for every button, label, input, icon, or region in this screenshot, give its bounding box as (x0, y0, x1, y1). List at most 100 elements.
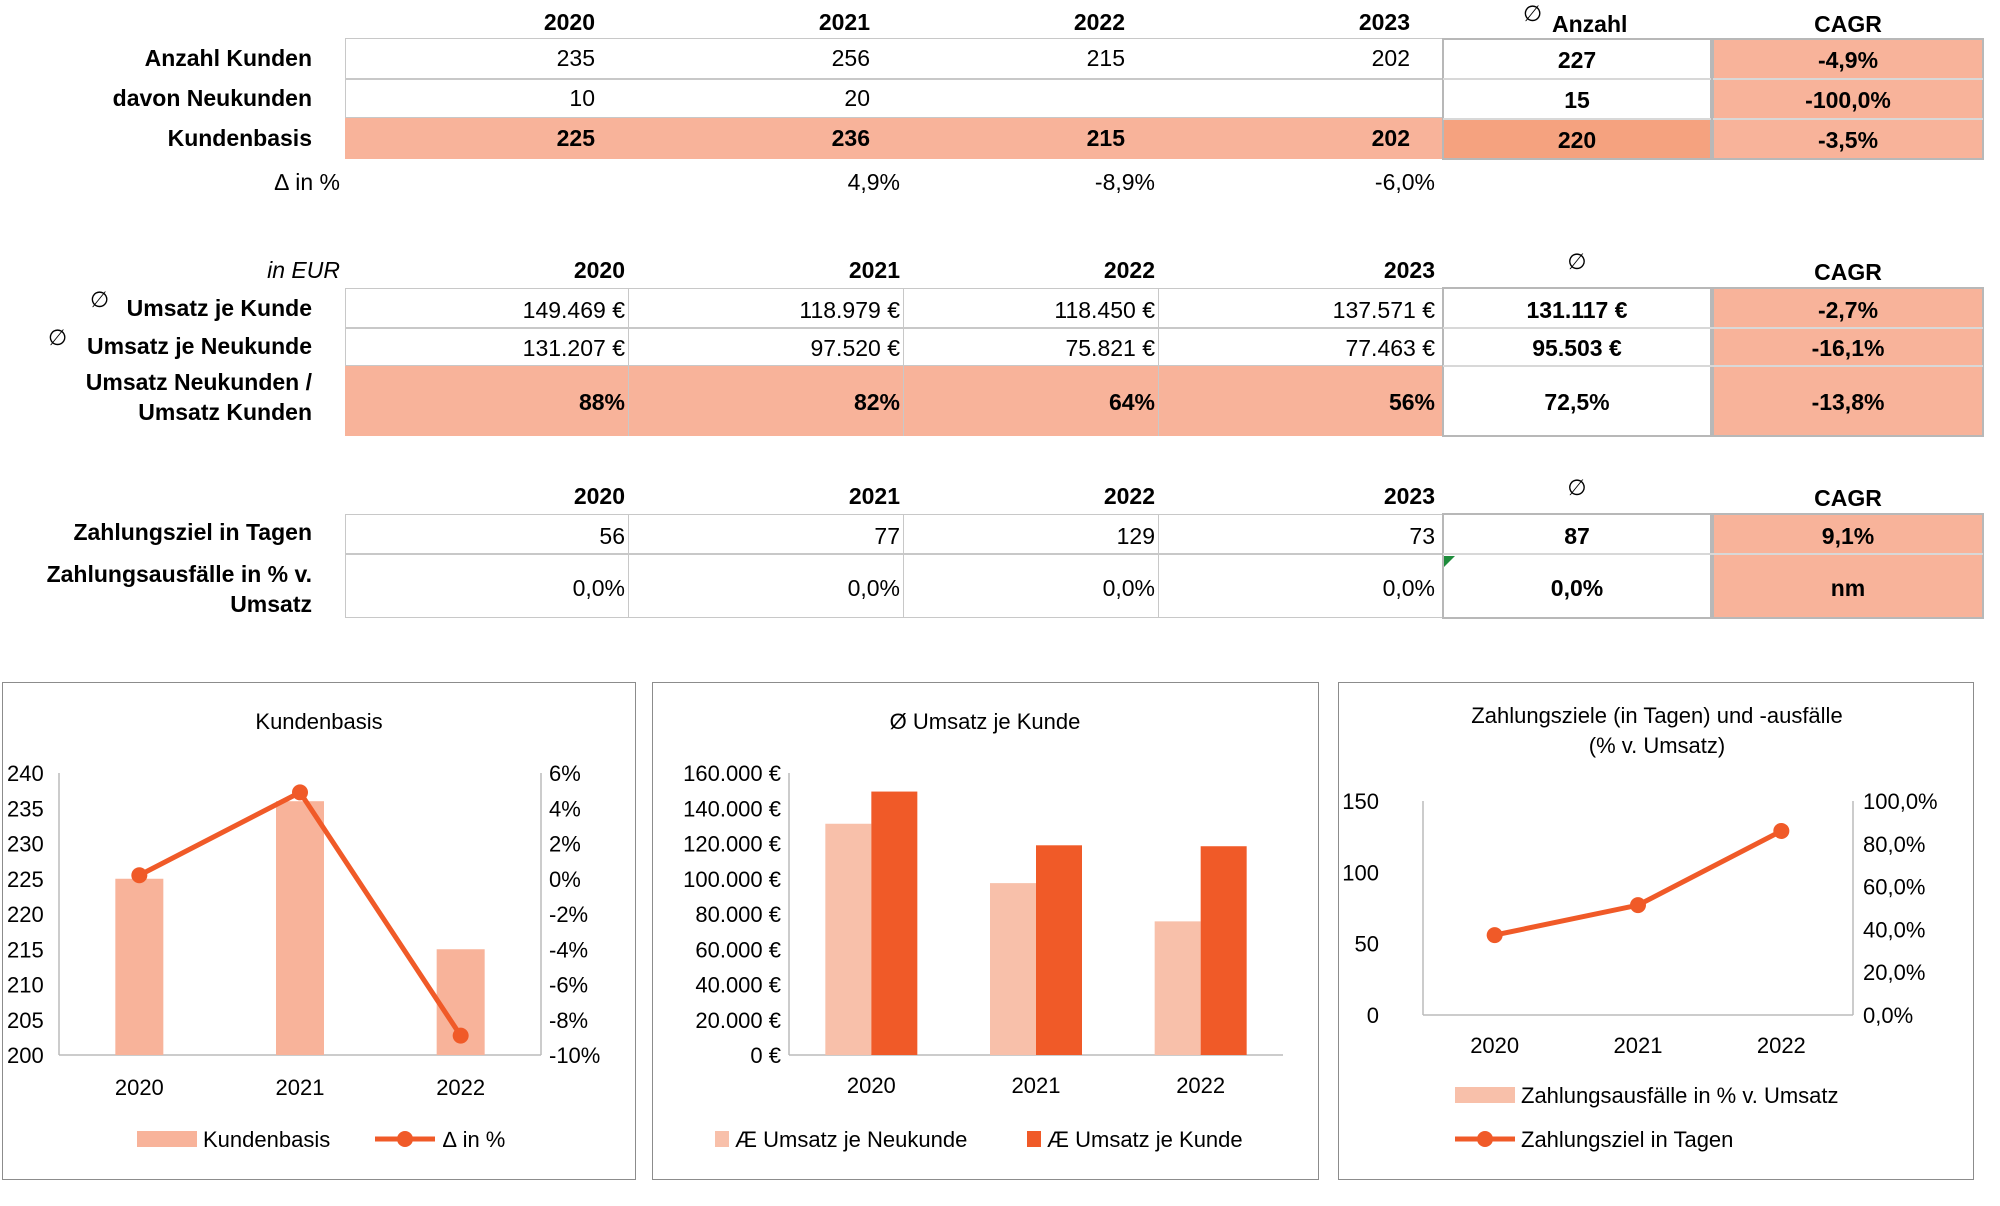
cagr-cell: -100,0% (1805, 87, 1891, 113)
value-cell: 118.450 € (1054, 297, 1155, 323)
chart-panel-kundenbasis[interactable]: Kundenbasis 240 235 230 225 220 215 210 205 200 6%… (2, 682, 636, 1180)
cagr-header: CAGR (1814, 11, 1882, 37)
row-label: Umsatz Neukunden / (85, 369, 312, 395)
cagr-cell: -4,9% (1817, 47, 1879, 73)
x-tick-label: 2020 (1470, 1033, 1519, 1058)
y-tick-label: 0 € (750, 1043, 781, 1068)
cagr-cell: nm (1830, 575, 1866, 601)
cagr-header: CAGR (1814, 259, 1882, 285)
row-label: Zahlungsziel in Tagen (73, 519, 312, 545)
y-tick-label-left: 50 (1355, 932, 1379, 957)
y-tick-label-right: 20,0% (1863, 960, 1925, 985)
value-cell: 0,0% (572, 575, 625, 601)
point-zahlungsziel (1630, 897, 1646, 914)
y-tick-label-left: 220 (7, 902, 44, 927)
y-tick-label-left: 215 (7, 937, 44, 962)
cagr-cell: 9,1% (1821, 523, 1875, 549)
y-tick-label-right: -6% (549, 973, 588, 998)
cagr-column-box[interactable] (1712, 287, 1984, 437)
value-cell: 88% (578, 389, 625, 415)
diameter-icon: ∅ (1567, 249, 1587, 274)
value-cell: 77 (874, 523, 900, 549)
avg-cell: 131.117 € (1526, 297, 1628, 323)
value-cell: 56% (1388, 389, 1435, 415)
value-cell: 75.821 € (1065, 335, 1155, 361)
value-cell: 137.571 € (1332, 297, 1435, 323)
cagr-column-box[interactable] (1712, 513, 1984, 619)
year-header: 2022 (1073, 9, 1125, 35)
row-label: Zahlungsausfälle in % v. (46, 561, 312, 587)
x-tick-label: 2022 (1176, 1073, 1225, 1098)
value-cell: 118.979 € (799, 297, 900, 323)
bar-umsatz-neukunde (1154, 921, 1201, 1055)
value-cell: 236 (831, 125, 870, 151)
avg-column-box[interactable] (1442, 287, 1712, 437)
cagr-column-box[interactable] (1712, 38, 1984, 160)
y-tick-label-right: 60,0% (1863, 875, 1925, 900)
divider (903, 514, 904, 618)
year-header: 2023 (1358, 9, 1410, 35)
cagr-cell: -2,7% (1817, 297, 1879, 323)
cagr-column-highlight (1713, 38, 1983, 159)
cagr-cell: -13,8% (1811, 389, 1885, 415)
avg-count-header: Anzahl (1552, 11, 1628, 37)
y-tick-label: 80.000 € (695, 902, 781, 927)
divider (903, 288, 904, 436)
divider (1713, 118, 1983, 120)
y-tick-label: 140.000 € (683, 796, 781, 821)
legend-swatch-neukunde (715, 1131, 729, 1147)
value-cell: 0,0% (1382, 575, 1435, 601)
legend-label: Æ Umsatz je Kunde (1047, 1127, 1243, 1152)
value-cell: 0,0% (1102, 575, 1155, 601)
x-tick-label: 2021 (1012, 1073, 1061, 1098)
chart-title: Ø Umsatz je Kunde (890, 709, 1081, 734)
x-tick-label: 2021 (1614, 1033, 1663, 1058)
legend-swatch-bar (137, 1131, 197, 1147)
year-header: 2021 (848, 483, 900, 509)
value-cell: 149.469 € (522, 297, 625, 323)
divider (1443, 365, 1983, 367)
avg-column-box[interactable] (1442, 38, 1712, 160)
y-tick-label-right: 0% (549, 867, 581, 892)
chart-panel-zahlungsziele[interactable]: Zahlungsziele (in Tagen) und -ausfälle (%… (1338, 682, 1974, 1180)
kundenbasis-row-highlight (345, 118, 1443, 159)
divider (1443, 327, 1983, 329)
diameter-icon: ∅ (1523, 1, 1543, 26)
year-header: 2022 (1103, 257, 1155, 283)
chart-kundenbasis: Kundenbasis 240 235 230 225 220 215 210 205 200 6%… (7, 709, 600, 1152)
chart-panel-umsatz[interactable]: Ø Umsatz je Kunde 160.000 € 140.000 € 120.0… (652, 682, 1319, 1180)
y-tick-label-right: 80,0% (1863, 832, 1925, 857)
y-tick-label-right: -8% (549, 1008, 588, 1033)
divider (1443, 78, 1711, 80)
point-delta (131, 867, 148, 884)
value-cell: 225 (556, 125, 595, 151)
point-zahlungsziel (1486, 927, 1503, 944)
value-cell: 0,0% (847, 575, 900, 601)
y-tick-label: 40.000 € (695, 973, 781, 998)
year-header: 2020 (543, 9, 595, 35)
legend-swatch-kunde (1027, 1131, 1041, 1147)
diameter-icon: ∅ (1567, 475, 1587, 500)
cagr-header: CAGR (1814, 485, 1882, 511)
value-cell: 97.520 € (810, 335, 900, 361)
year-header: 2023 (1383, 483, 1435, 509)
value-cell: 10 (569, 85, 595, 111)
chart-zahlungsziele: Zahlungsziele (in Tagen) und -ausfälle (%… (1342, 703, 1937, 1152)
legend-swatch-ausfaelle (1455, 1087, 1515, 1103)
value-cell: 64% (1108, 389, 1155, 415)
avg-column-box[interactable] (1442, 513, 1712, 619)
x-tick-label: 2022 (1757, 1033, 1806, 1058)
y-tick-label-left: 0 (1367, 1003, 1379, 1028)
legend-swatch-marker (1477, 1131, 1493, 1147)
legend-label: Zahlungsziel in Tagen (1521, 1127, 1733, 1152)
row-label: Umsatz je Kunde (126, 295, 312, 321)
avg-cell: 227 (1557, 47, 1597, 73)
year-header: 2022 (1103, 483, 1155, 509)
row-label: Kundenbasis (167, 125, 312, 151)
y-tick-label-left: 235 (7, 796, 44, 821)
avg-cell: 0,0% (1550, 575, 1604, 601)
divider (1443, 553, 1983, 555)
y-tick-label-left: 100 (1342, 860, 1379, 885)
y-tick-label-left: 150 (1342, 789, 1379, 814)
cagr-column-highlight (1713, 288, 1983, 436)
